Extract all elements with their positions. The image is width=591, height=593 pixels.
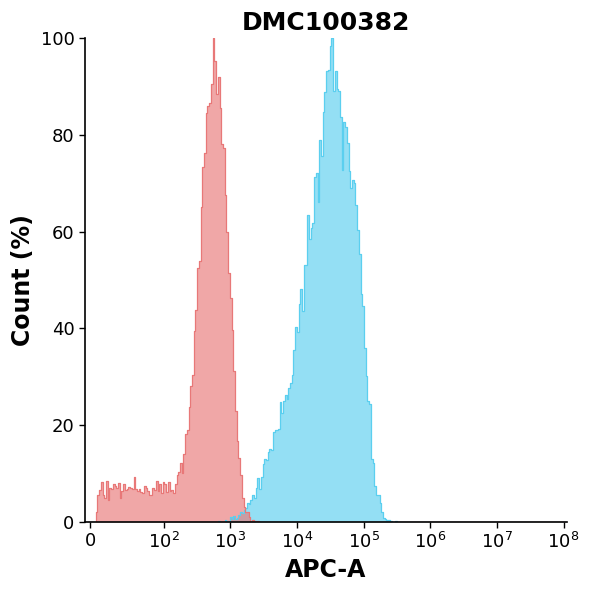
Y-axis label: Count (%): Count (%) (11, 214, 35, 346)
Title: DMC100382: DMC100382 (242, 11, 410, 35)
X-axis label: APC-A: APC-A (285, 558, 366, 582)
